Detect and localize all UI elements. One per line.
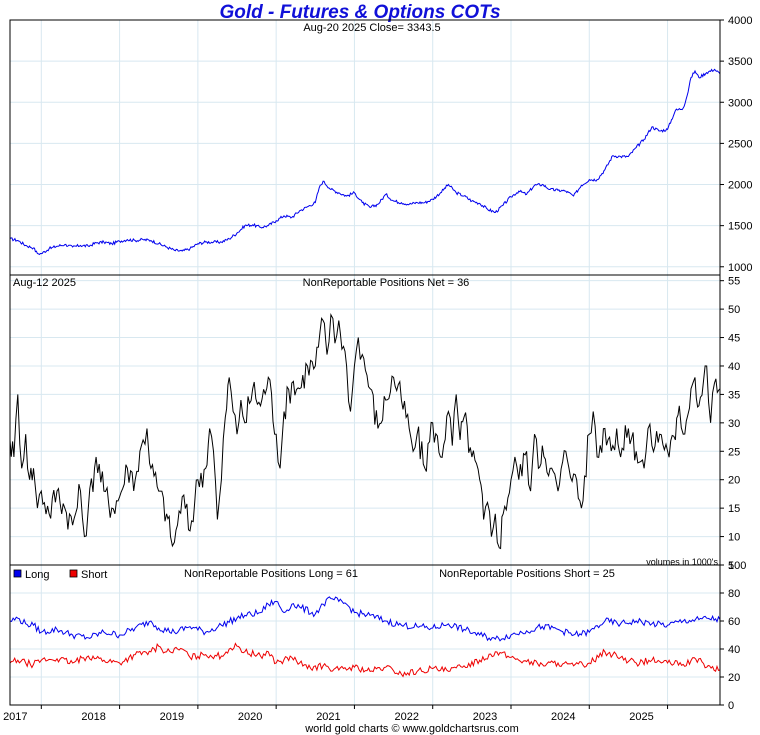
legend-short-label: Short: [81, 569, 107, 581]
legend-long-swatch: [13, 569, 22, 578]
long-subtitle: NonReportable Positions Long = 61: [184, 568, 358, 580]
y-tick-label: 0: [728, 700, 734, 712]
y-tick-label: 45: [728, 333, 740, 345]
x-tick-label: 2024: [551, 711, 575, 723]
y-tick-label: 4000: [728, 15, 752, 27]
x-tick-label: 2017: [3, 711, 27, 723]
y-tick-label: 80: [728, 588, 740, 600]
axis-ticks: 1000150020002500300035004000510152025303…: [3, 15, 752, 723]
y-tick-label: 40: [728, 644, 740, 656]
y-tick-label: 55: [728, 276, 740, 288]
y-tick-label: 30: [728, 418, 740, 430]
short-subtitle: NonReportable Positions Short = 25: [439, 568, 615, 580]
y-tick-label: 1000: [728, 262, 752, 274]
net-subtitle: NonReportable Positions Net = 36: [303, 277, 470, 289]
series-lines: [9, 68, 721, 678]
legend-short-swatch: [69, 569, 78, 578]
x-tick-label: 2023: [473, 711, 497, 723]
series-line-net-positions: [9, 313, 721, 550]
footer-credit: world gold charts © www.goldchartsrus.co…: [304, 723, 519, 735]
x-tick-label: 2022: [394, 711, 418, 723]
net-date-label: Aug-12 2025: [13, 277, 76, 289]
y-tick-label: 20: [728, 672, 740, 684]
y-tick-label: 60: [728, 616, 740, 628]
x-tick-label: 2019: [160, 711, 184, 723]
y-tick-label: 2500: [728, 138, 752, 150]
x-tick-label: 2021: [316, 711, 340, 723]
x-tick-label: 2018: [81, 711, 105, 723]
chart-title: Gold - Futures & Options COTs: [219, 2, 501, 23]
y-tick-label: 100: [728, 560, 746, 572]
y-tick-label: 1500: [728, 221, 752, 233]
y-tick-label: 3000: [728, 97, 752, 109]
y-tick-label: 20: [728, 475, 740, 487]
y-tick-label: 35: [728, 389, 740, 401]
series-line-long: [9, 596, 721, 642]
y-tick-label: 40: [728, 361, 740, 373]
series-line-gold-price: [9, 68, 721, 256]
price-subtitle: Aug-20 2025 Close= 3343.5: [303, 22, 440, 34]
y-tick-label: 10: [728, 532, 740, 544]
panel-frames: [9, 19, 721, 706]
series-line-short: [9, 642, 721, 678]
panel-frame: [9, 564, 721, 706]
panel-frame: [9, 274, 721, 566]
x-tick-label: 2025: [629, 711, 653, 723]
volume-unit-note: volumes in 1000's: [646, 557, 718, 567]
y-tick-label: 15: [728, 503, 740, 515]
y-tick-label: 2000: [728, 180, 752, 192]
legend-long-label: Long: [25, 569, 49, 581]
y-tick-label: 25: [728, 446, 740, 458]
grid-lines: [10, 20, 720, 705]
panel-frame: [9, 19, 721, 276]
y-tick-label: 5: [728, 560, 734, 572]
x-tick-label: 2020: [238, 711, 262, 723]
y-tick-label: 3500: [728, 56, 752, 68]
y-tick-label: 50: [728, 304, 740, 316]
